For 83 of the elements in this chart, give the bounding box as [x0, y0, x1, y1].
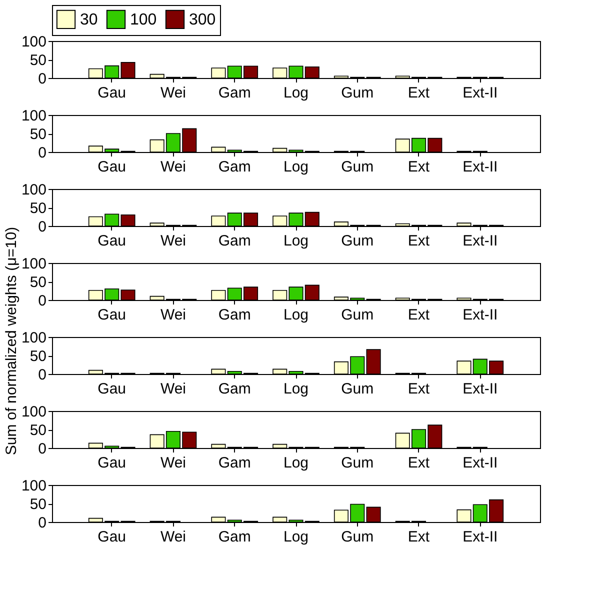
- bar: [211, 444, 226, 448]
- y-tick-label: 100: [21, 182, 46, 198]
- y-tick-label: 50: [30, 422, 46, 439]
- x-tick-label: Ext: [408, 528, 430, 546]
- x-tick-label: Gam: [218, 306, 251, 324]
- y-tick-label: 0: [38, 440, 46, 458]
- legend-label: 100: [130, 11, 157, 28]
- legend-label: 30: [80, 11, 98, 28]
- x-tick-label: Gam: [218, 158, 251, 176]
- x-tick-label: Ext-II: [462, 306, 498, 324]
- y-tick-label: 100: [21, 330, 46, 346]
- x-tick-label: Gau: [98, 380, 126, 398]
- y-tick-label: 100: [21, 108, 46, 124]
- x-tick-label: Wei: [160, 84, 186, 102]
- y-tick-label: 50: [30, 126, 46, 143]
- x-tick-label: Log: [283, 306, 309, 324]
- y-tick-label: 0: [38, 218, 46, 236]
- y-tick-label: 50: [30, 274, 46, 291]
- bar: [366, 349, 381, 374]
- x-tick-label: Gum: [341, 528, 374, 546]
- y-axis-title: Sum of normalized weights (μ=10): [3, 226, 20, 456]
- x-tick-label: Gam: [218, 232, 251, 250]
- x-tick-label: Ext: [408, 158, 430, 176]
- x-tick-label: Ext-II: [462, 380, 498, 398]
- bar: [211, 216, 226, 226]
- x-tick-label: Ext: [408, 232, 430, 250]
- x-tick-label: Gum: [341, 84, 374, 102]
- x-tick-label: Gam: [218, 380, 251, 398]
- x-tick-label: Gau: [98, 454, 126, 472]
- x-tick-label: Ext: [408, 84, 430, 102]
- y-tick-label: 50: [30, 52, 46, 69]
- x-tick-label: Gum: [341, 454, 374, 472]
- y-tick-label: 50: [30, 496, 46, 513]
- y-tick-label: 100: [21, 256, 46, 272]
- x-tick-label: Gam: [218, 528, 251, 546]
- legend-label: 300: [189, 11, 216, 28]
- bar: [211, 516, 226, 522]
- bar: [211, 68, 226, 78]
- x-tick-label: Gum: [341, 158, 374, 176]
- x-tick-label: Gam: [218, 84, 251, 102]
- x-tick-label: Wei: [160, 454, 186, 472]
- bar: [366, 506, 381, 522]
- y-tick-label: 100: [21, 478, 46, 494]
- x-tick-label: Ext-II: [462, 454, 498, 472]
- x-tick-label: Ext-II: [462, 84, 498, 102]
- x-tick-label: Wei: [160, 158, 186, 176]
- x-tick-label: Ext: [408, 380, 430, 398]
- x-tick-label: Wei: [160, 306, 186, 324]
- x-tick-label: Gam: [218, 454, 251, 472]
- y-tick-label: 0: [38, 292, 46, 310]
- x-tick-label: Log: [283, 380, 309, 398]
- x-tick-label: Log: [283, 158, 309, 176]
- x-tick-label: Ext-II: [462, 528, 498, 546]
- y-tick-label: 0: [38, 514, 46, 532]
- x-tick-label: Log: [283, 454, 309, 472]
- y-tick-label: 0: [38, 366, 46, 384]
- x-tick-label: Log: [283, 84, 309, 102]
- y-tick-label: 100: [21, 404, 46, 420]
- bar: [211, 368, 226, 374]
- x-tick-label: Log: [283, 528, 309, 546]
- x-tick-label: Gau: [98, 528, 126, 546]
- x-tick-label: Gau: [98, 232, 126, 250]
- y-tick-label: 0: [38, 144, 46, 162]
- x-tick-label: Ext-II: [462, 232, 498, 250]
- x-tick-label: Wei: [160, 232, 186, 250]
- y-tick-label: 100: [21, 34, 46, 50]
- x-tick-label: Wei: [160, 528, 186, 546]
- x-tick-label: Gum: [341, 232, 374, 250]
- x-tick-label: Ext-II: [462, 158, 498, 176]
- x-tick-label: Gau: [98, 306, 126, 324]
- y-tick-label: 50: [30, 200, 46, 217]
- bar: [211, 290, 226, 300]
- y-tick-label: 50: [30, 348, 46, 365]
- x-tick-label: Gum: [341, 380, 374, 398]
- x-tick-label: Gau: [98, 84, 126, 102]
- bar: [211, 146, 226, 152]
- x-tick-label: Wei: [160, 380, 186, 398]
- y-tick-label: 0: [38, 70, 46, 88]
- x-tick-label: Gau: [98, 158, 126, 176]
- x-tick-label: Ext: [408, 306, 430, 324]
- x-tick-label: Gum: [341, 306, 374, 324]
- x-tick-label: Ext: [408, 454, 430, 472]
- x-tick-label: Log: [283, 232, 309, 250]
